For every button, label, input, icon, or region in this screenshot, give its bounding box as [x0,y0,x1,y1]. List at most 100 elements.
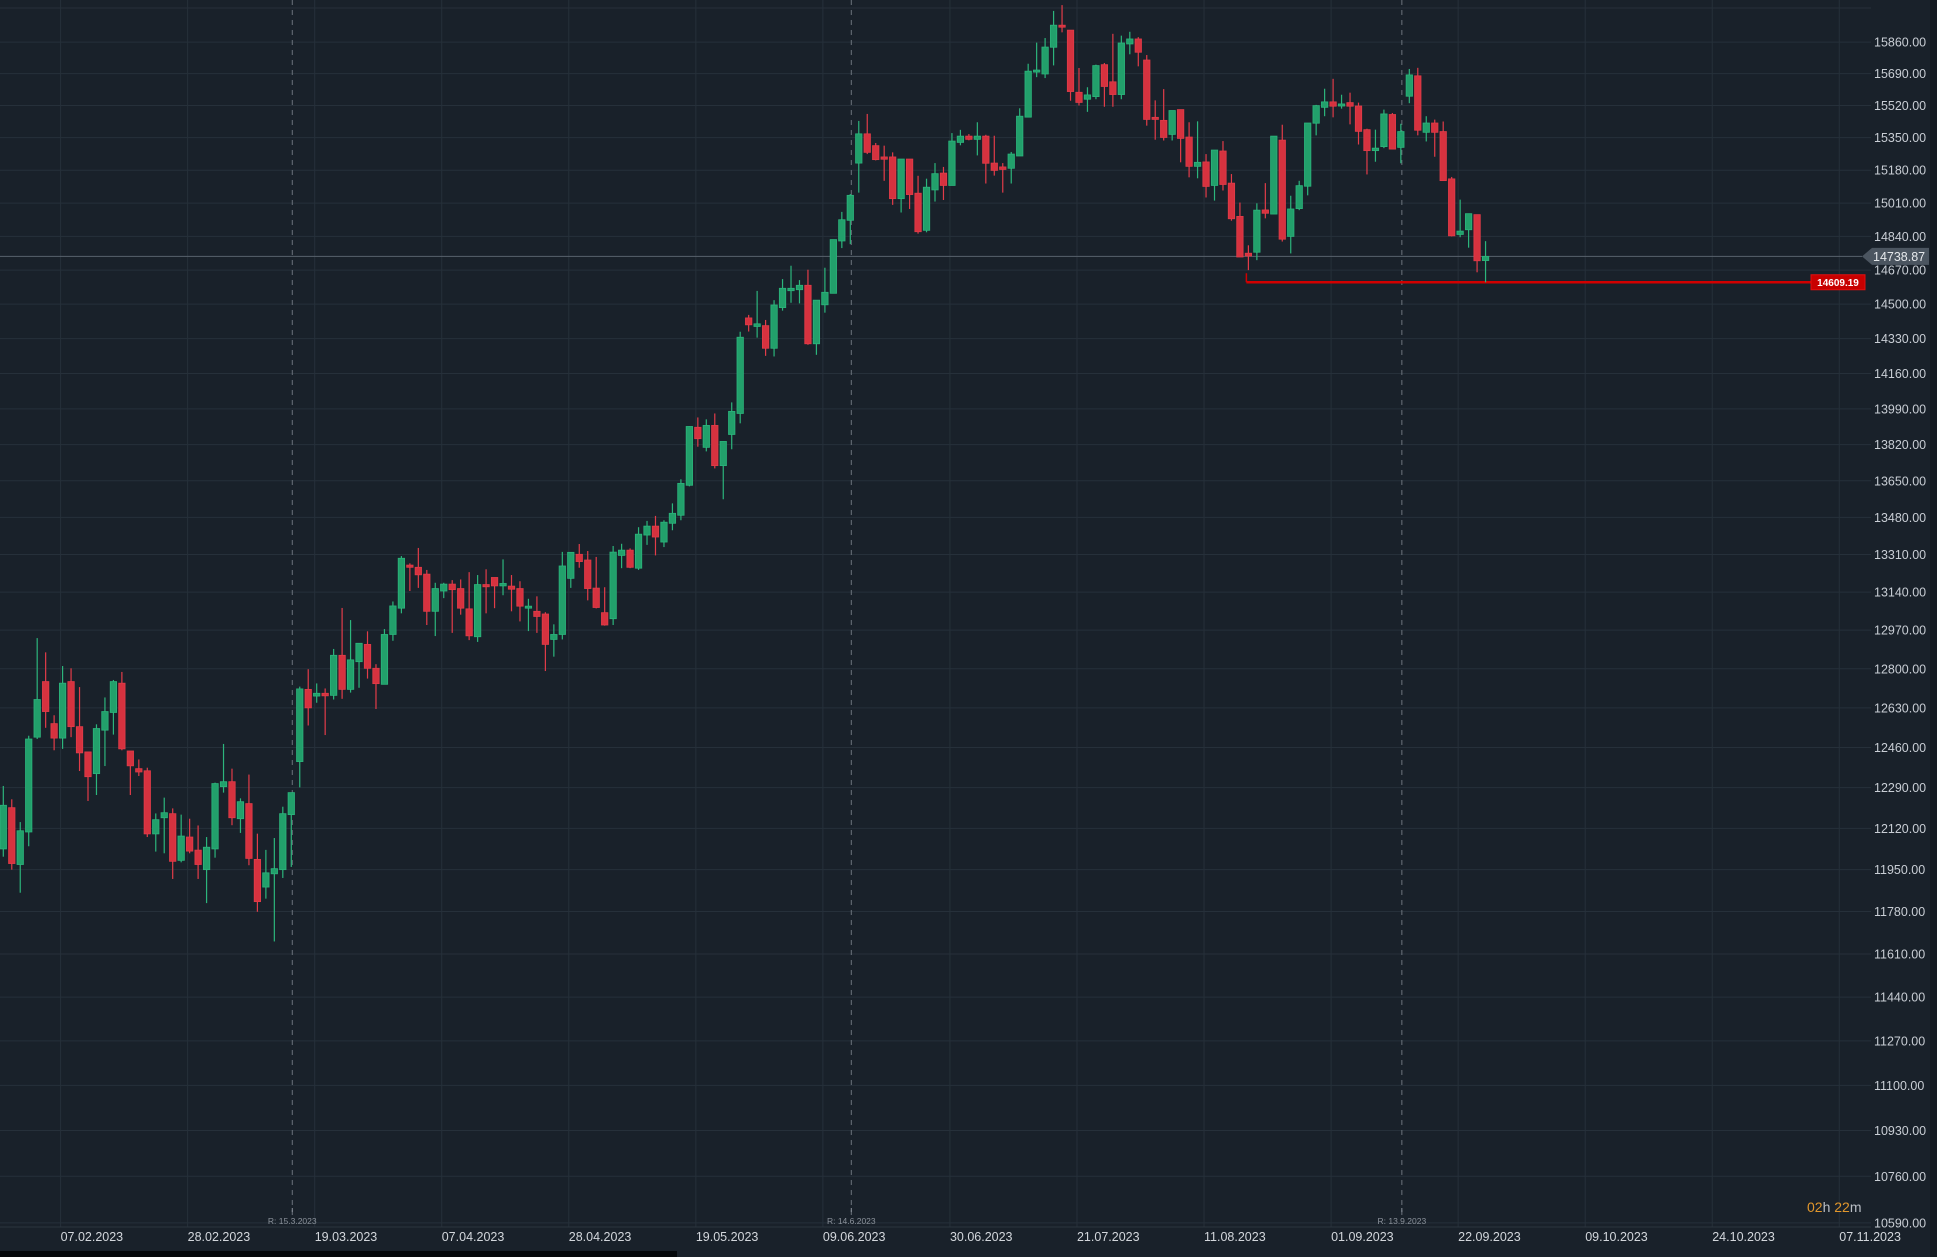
candle-up [1295,180,1303,211]
candle-body [228,781,236,819]
candle-up [1210,149,1219,201]
x-tick-label: 24.10.2023 [1712,1230,1775,1244]
candle-body [16,830,24,865]
candle-body [965,135,973,140]
candle-body [109,681,118,713]
candle-body [448,583,456,591]
candle-body [618,549,626,556]
candle-body [202,846,211,871]
candle-body [677,482,685,516]
candle-body [1075,91,1083,103]
candle-body [245,803,253,859]
candle-up [0,785,7,857]
candle-down [135,759,143,776]
candle-up [618,543,626,569]
y-tick-label: 14500.00 [1874,298,1926,312]
candle-body [905,158,914,195]
candle-down [1448,176,1456,237]
time-axis[interactable]: 07.02.2023 28.02.2023 19.03.2023 07.04.2023… [0,1226,1901,1244]
y-tick-label: 10590.00 [1874,1216,1926,1230]
candle-body [8,807,16,864]
y-tick-label: 12630.00 [1874,701,1926,715]
x-tick-label: 01.09.2023 [1331,1230,1394,1244]
candle-up [431,582,439,637]
candle-up [609,545,617,626]
candle-body [575,553,583,562]
candle-up [812,299,821,355]
candle-up [58,666,67,749]
candle-body [279,813,287,871]
candle-body [1439,131,1447,182]
y-tick-label: 11610.00 [1874,948,1925,962]
candle-down [694,417,702,447]
candle-body [1177,109,1185,139]
candle-body [1016,115,1024,157]
y-tick-label: 14160.00 [1874,367,1926,381]
event-marker-label[interactable]: R: 15.3.2023 [268,1216,317,1226]
y-tick-label: 15010.00 [1874,197,1926,211]
candle-up [397,556,405,614]
candle-up [177,814,185,863]
candle-up [778,279,787,311]
event-marker-label[interactable]: R: 14.6.2023 [827,1216,876,1226]
candle-up [702,419,710,452]
candle-body [685,426,693,486]
candle-body [973,135,981,140]
candle-body [821,291,829,306]
event-marker-label[interactable]: R: 13.9.2023 [1378,1216,1427,1226]
candle-up [1007,151,1015,184]
candle-body [855,133,863,164]
candle-up [829,239,837,294]
candle-up [897,158,905,213]
candle-up [262,849,270,899]
price-axis[interactable]: 15860.00 15690.00 15520.00 15350.00 15180.00… [1874,36,1926,1231]
candle-body [465,608,473,637]
candle-body [1431,122,1439,133]
candle-down [1329,78,1337,118]
candle-body [1202,161,1210,187]
candle-body [1397,131,1405,148]
candle-up [380,629,389,685]
candle-body [1092,65,1100,98]
candle-up [550,624,558,657]
candle-up [1397,123,1405,164]
candle-body [956,135,965,143]
y-tick-label: 11100.00 [1874,1079,1924,1093]
candle-down [745,314,753,332]
candle-down [1439,121,1447,182]
y-tick-label: 13310.00 [1874,548,1926,562]
candle-up [236,798,245,833]
candle-up [931,163,939,202]
candle-body [135,768,143,773]
candle-body [1193,161,1202,167]
candle-body [1270,135,1278,215]
candle-body [482,584,490,588]
candle-body [50,723,58,739]
candle-body [982,135,990,164]
candle-body [1346,102,1354,107]
candle-up [1126,31,1134,55]
candle-down [1160,89,1168,141]
y-tick-label: 10930.00 [1874,1124,1926,1138]
y-tick-label: 12460.00 [1874,741,1926,755]
support-price-tag [1810,274,1866,291]
timer-minutes-unit: m [1849,1199,1862,1215]
candle-body [25,738,33,833]
horizontal-scrollbar[interactable] [0,1251,677,1257]
candle-up [838,211,846,249]
x-tick-label: 07.02.2023 [61,1230,124,1244]
candle-body [1321,101,1329,108]
candle-up [1083,87,1092,112]
candle-up [736,331,744,424]
candle-body [414,566,422,576]
candle-body [1134,38,1142,53]
candle-down [1185,122,1193,178]
candle-down [169,808,177,879]
candle-up [296,686,304,788]
x-tick-label: 19.05.2023 [696,1230,759,1244]
candle-up [287,792,295,867]
candle-body [1100,64,1108,87]
support-price-label: 14609.19 [1817,278,1859,289]
candle-down [194,825,202,879]
